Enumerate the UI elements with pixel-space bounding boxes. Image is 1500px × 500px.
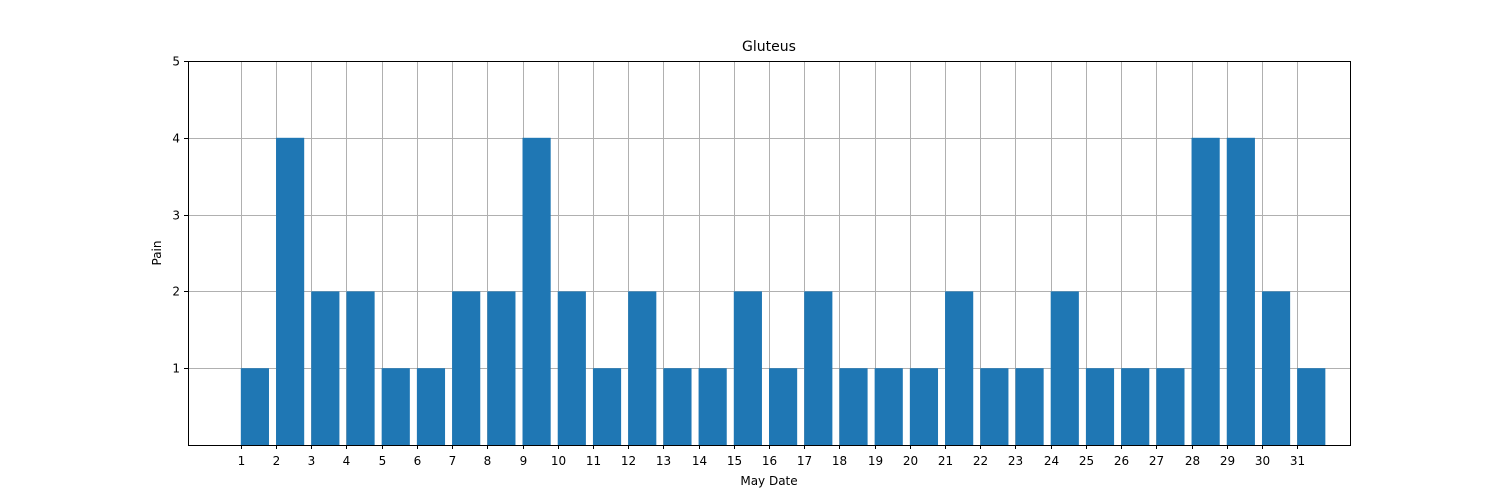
y-tick-label: 5	[172, 55, 180, 69]
bar	[1226, 137, 1255, 446]
x-tick-label: 19	[868, 454, 883, 468]
bar	[346, 291, 375, 445]
bar	[1156, 368, 1185, 445]
y-axis-label: Pain	[150, 241, 164, 266]
bar	[452, 291, 481, 445]
bar	[663, 368, 692, 445]
y-axis-ticks: 1 2 3 4 5	[172, 55, 188, 376]
x-tick-label: 22	[973, 454, 988, 468]
bar	[1297, 368, 1326, 445]
x-tick-label: 6	[414, 454, 422, 468]
bar	[522, 137, 551, 446]
x-tick-label: 29	[1220, 454, 1235, 468]
bar	[311, 291, 340, 445]
x-tick-label: 2	[273, 454, 281, 468]
x-axis-label: May Date	[740, 474, 797, 488]
x-tick-label: 13	[656, 454, 671, 468]
x-tick-label: 3	[308, 454, 316, 468]
x-tick-label: 25	[1079, 454, 1094, 468]
x-tick-label: 21	[938, 454, 953, 468]
bar	[1085, 368, 1115, 445]
x-tick-label: 1	[238, 454, 246, 468]
x-tick-label: 23	[1008, 454, 1023, 468]
x-tick-label: 8	[484, 454, 492, 468]
bar	[592, 368, 622, 445]
bar	[909, 368, 939, 445]
x-tick-label: 11	[586, 454, 601, 468]
x-tick-label: 15	[727, 454, 742, 468]
x-tick-label: 30	[1255, 454, 1270, 468]
bar	[1261, 291, 1291, 445]
x-tick-label: 16	[762, 454, 777, 468]
bar	[874, 368, 903, 445]
bar	[1191, 137, 1220, 446]
bar	[733, 291, 762, 445]
bar	[557, 291, 586, 445]
y-tick-label: 2	[172, 285, 180, 299]
chart-title: Gluteus	[742, 39, 796, 55]
bar	[980, 368, 1009, 445]
bar	[416, 368, 446, 445]
x-tick-label: 31	[1290, 454, 1305, 468]
bar	[698, 368, 727, 445]
x-tick-label: 18	[832, 454, 847, 468]
x-axis-ticks: 1 2 3 4 5 6 7 8 9 10 11 12 13 14 15 16 17 18 19 20 21 22 23 24 2…	[238, 445, 1305, 468]
bar	[381, 368, 410, 445]
x-tick-label: 24	[1044, 454, 1059, 468]
x-tick-label: 10	[551, 454, 566, 468]
x-tick-label: 17	[797, 454, 812, 468]
x-tick-label: 20	[903, 454, 918, 468]
bar	[839, 368, 868, 445]
bar	[240, 368, 269, 445]
x-tick-label: 5	[379, 454, 387, 468]
y-tick-label: 3	[172, 209, 180, 223]
bar	[945, 291, 974, 445]
y-tick-label: 4	[172, 132, 180, 146]
x-tick-label: 27	[1149, 454, 1164, 468]
x-tick-label: 4	[343, 454, 351, 468]
bar	[769, 368, 798, 445]
x-tick-label: 7	[449, 454, 457, 468]
y-tick-label: 1	[172, 362, 180, 376]
x-tick-label: 9	[520, 454, 528, 468]
bar	[276, 137, 305, 446]
bars	[240, 137, 1326, 446]
bar	[628, 291, 657, 445]
x-tick-label: 28	[1185, 454, 1200, 468]
x-tick-label: 12	[621, 454, 636, 468]
x-tick-label: 14	[692, 454, 707, 468]
bar	[804, 291, 833, 445]
bar	[1050, 291, 1079, 445]
bar	[487, 291, 516, 445]
bar	[1121, 368, 1150, 445]
bar	[1015, 368, 1044, 445]
x-tick-label: 26	[1114, 454, 1129, 468]
